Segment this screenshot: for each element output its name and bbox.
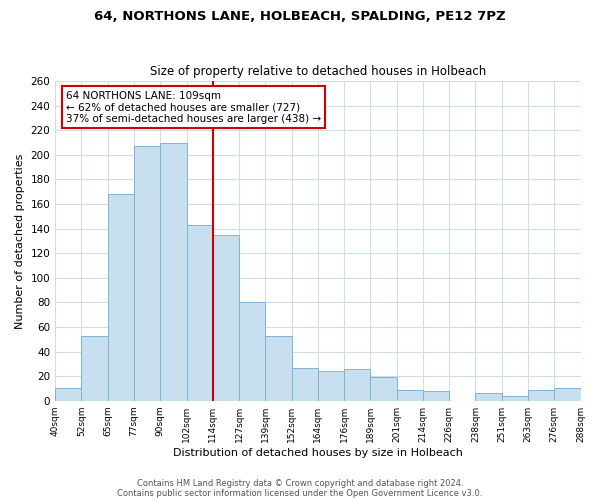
Bar: [160, 142, 187, 400]
Text: 64 NORTHONS LANE: 109sqm
← 62% of detached houses are smaller (727)
37% of semi-: 64 NORTHONS LANE: 109sqm ← 62% of detach…: [65, 90, 321, 124]
Bar: [187, 225, 213, 400]
Bar: [292, 368, 318, 400]
Bar: [554, 388, 581, 400]
Bar: [397, 390, 423, 400]
X-axis label: Distribution of detached houses by size in Holbeach: Distribution of detached houses by size …: [173, 448, 463, 458]
Bar: [82, 336, 108, 400]
Bar: [318, 371, 344, 400]
Bar: [134, 146, 160, 401]
Y-axis label: Number of detached properties: Number of detached properties: [15, 153, 25, 328]
Bar: [528, 390, 554, 400]
Bar: [344, 368, 370, 400]
Bar: [423, 391, 449, 400]
Bar: [55, 388, 82, 400]
Bar: [265, 336, 292, 400]
Bar: [475, 394, 502, 400]
Bar: [502, 396, 528, 400]
Bar: [239, 302, 265, 400]
Text: Contains public sector information licensed under the Open Government Licence v3: Contains public sector information licen…: [118, 488, 482, 498]
Bar: [108, 194, 134, 400]
Title: Size of property relative to detached houses in Holbeach: Size of property relative to detached ho…: [150, 66, 486, 78]
Bar: [213, 234, 239, 400]
Text: Contains HM Land Registry data © Crown copyright and database right 2024.: Contains HM Land Registry data © Crown c…: [137, 478, 463, 488]
Bar: [370, 378, 397, 400]
Text: 64, NORTHONS LANE, HOLBEACH, SPALDING, PE12 7PZ: 64, NORTHONS LANE, HOLBEACH, SPALDING, P…: [94, 10, 506, 23]
